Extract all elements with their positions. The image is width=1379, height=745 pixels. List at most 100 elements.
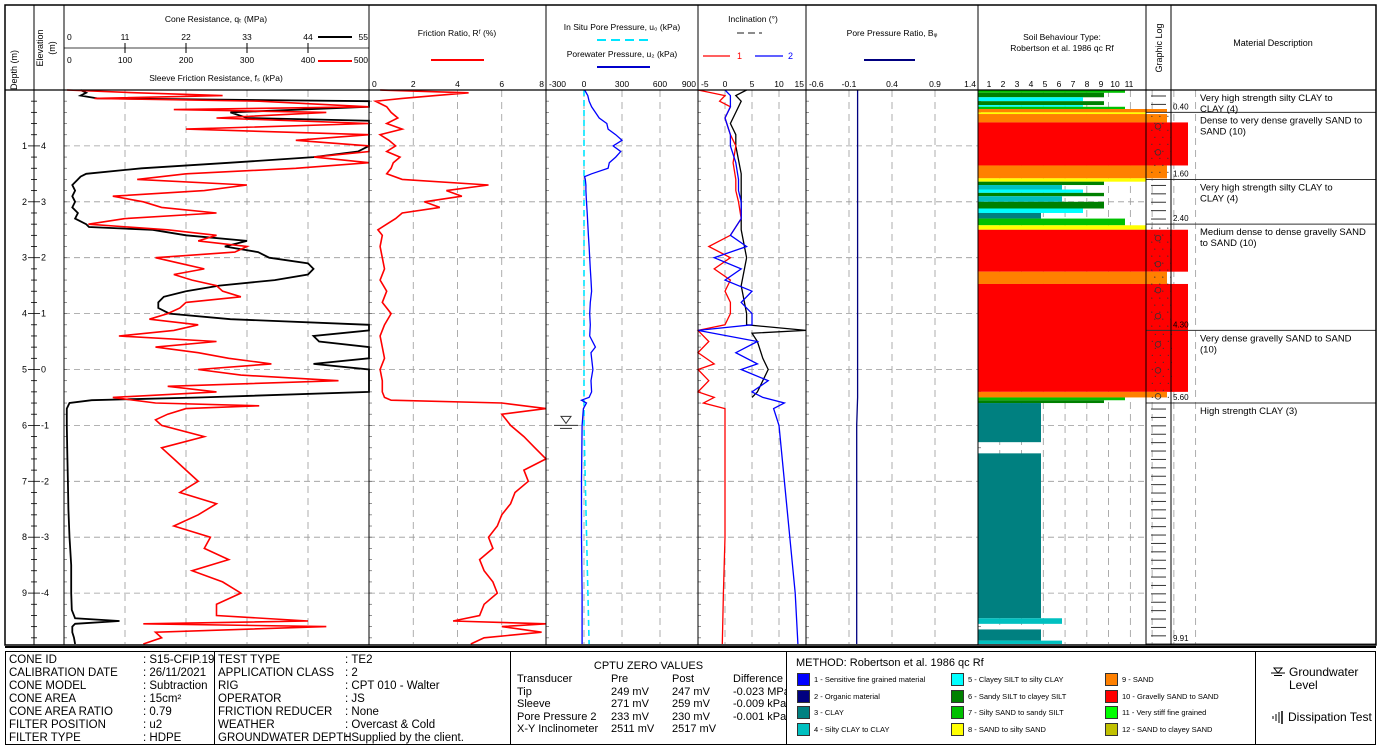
depth-tick-label: 3	[22, 253, 27, 263]
info-label: RIG	[218, 680, 239, 692]
sand-dot	[1151, 396, 1153, 398]
info-label: CONE ID	[9, 654, 57, 666]
sbt-subtitle: Robertson et al. 1986 qc Rf	[1010, 43, 1114, 53]
info-value: 26/11/2021	[149, 667, 207, 679]
inclination-axis-tick: -5	[701, 79, 709, 89]
info-sep: :	[345, 680, 352, 692]
sand-dot	[1151, 115, 1153, 117]
bq-axis-tick: 1.4	[964, 79, 976, 89]
sbt-zone-bar	[978, 181, 1104, 186]
sbt-zone-bar	[978, 165, 1167, 179]
cptu-cell: 249 mV	[611, 685, 649, 698]
cptu-row: X-Y Inclinometer 2511 mV 2517 mV	[517, 723, 803, 736]
info-sep: :	[345, 719, 352, 731]
sand-dot	[1159, 129, 1161, 131]
sand-dot	[1159, 325, 1161, 327]
info-sep: :	[345, 706, 352, 718]
porewater-title: Porewater Pressure, u₂ (kPa)	[567, 49, 678, 59]
sbt-axis-tick: 6	[1057, 79, 1062, 89]
sand-dot	[1159, 283, 1161, 285]
sand-dot	[1167, 340, 1169, 342]
data-layer	[65, 89, 1188, 645]
sand-dot	[1167, 396, 1169, 398]
cptu-cell: 233 mV	[611, 710, 649, 723]
sbt-zone-bar	[978, 189, 1083, 193]
sand-dot	[1167, 354, 1169, 356]
pore-axis-tick: 900	[682, 79, 696, 89]
sbt-axis-tick: 4	[1029, 79, 1034, 89]
test-info-list: TEST TYPE: TE2 APPLICATION CLASS: 2 RIG: C…	[218, 654, 464, 745]
sand-dot	[1151, 297, 1153, 299]
friction-axis-tick: 6	[499, 79, 504, 89]
info-value: S15-CFIP.1994	[149, 654, 228, 666]
cone-info-row: CONE ID: S15-CFIP.1994	[9, 654, 227, 667]
sand-dot	[1162, 347, 1164, 349]
info-sep: :	[143, 693, 150, 705]
sbt-axis-tick: 2	[1001, 79, 1006, 89]
bq-axis-tick: 0.9	[929, 79, 941, 89]
sbt-legend-item: 9 - SAND	[1105, 673, 1154, 686]
layer-description: CLAY (4)	[1200, 104, 1238, 115]
sbt-axis-tick: 7	[1071, 79, 1076, 89]
sbt-legend-item: 6 - Sandy SILT to clayey SILT	[951, 689, 1066, 703]
inclination-axis-tick: 15	[795, 79, 805, 89]
gravel-symbol	[1154, 234, 1162, 242]
info-label: WEATHER	[218, 719, 275, 731]
sleeve-axis-tick: 0	[67, 55, 72, 65]
sbt-zone-bar	[978, 105, 1083, 107]
sand-dot	[1159, 382, 1161, 384]
sbt-color-swatch	[797, 689, 810, 703]
sand-dot	[1154, 276, 1156, 278]
sand-dot	[1151, 157, 1153, 159]
cone-info-row: FILTER POSITION: u2	[9, 719, 227, 732]
sbt-zone-bar	[978, 400, 1104, 404]
info-sep: :	[143, 719, 150, 731]
sand-dot	[1162, 150, 1164, 152]
info-value: 0.79	[149, 706, 172, 718]
sbt-legend-item: 2 - Organic material	[797, 689, 880, 703]
info-value: Subtraction	[149, 680, 208, 692]
inclination-series-2	[697, 89, 799, 645]
sand-dot	[1151, 283, 1153, 285]
sand-dot	[1154, 122, 1156, 124]
layer-description: CLAY (4)	[1200, 193, 1238, 204]
info-sep: :	[345, 667, 352, 679]
elevation-header-unit: (m)	[47, 41, 57, 55]
sbt-zone-bar	[978, 618, 1062, 624]
sand-dot	[1167, 129, 1169, 131]
elevation-tick-label: 2	[41, 253, 46, 263]
cptu-cell: -0.009 kPa	[733, 698, 787, 710]
sand-dot	[1154, 248, 1156, 250]
sand-dot	[1159, 157, 1161, 159]
sbt-axis-tick: 3	[1015, 79, 1020, 89]
sand-dot	[1159, 354, 1161, 356]
sbt-zone-bar	[978, 97, 1083, 102]
sbt-legend-label: 2 - Organic material	[814, 691, 880, 701]
sbt-zone-bar	[978, 201, 1104, 209]
symbols-panel: Groundwater Level Dissipation Test	[1255, 651, 1376, 745]
sbt-zone-bar	[978, 185, 1062, 190]
sand-dot	[1162, 262, 1164, 264]
sand-dot	[1162, 136, 1164, 138]
cone-axis-tick: 11	[121, 32, 130, 42]
friction-axis-tick: 2	[411, 79, 416, 89]
pore-series-u0	[583, 90, 590, 645]
sbt-zone-bar	[978, 192, 1104, 197]
depth-tick-label: 9	[22, 588, 27, 598]
layer-description: SAND (10)	[1200, 126, 1246, 137]
sand-dot	[1159, 255, 1161, 257]
sand-dot	[1151, 171, 1153, 173]
sleeve-friction-title: Sleeve Friction Resistance, fₛ (kPa)	[149, 73, 283, 83]
groundwater-marker-icon	[560, 415, 572, 425]
info-value: HDPE	[149, 732, 182, 744]
dissipation-symbol: Dissipation Test	[1271, 710, 1372, 724]
info-sep: :	[345, 693, 352, 705]
sand-dot	[1154, 234, 1156, 236]
layer-description: Very high strength silty CLAY to	[1200, 93, 1333, 104]
sbt-zone-bar	[978, 92, 1104, 98]
sbt-zone-bar	[978, 229, 1188, 272]
bq-axis-tick: -0.1	[842, 79, 857, 89]
sand-dot	[1159, 297, 1161, 299]
pore-axis-tick: 0	[582, 79, 587, 89]
layer-depth-label: 2.40	[1173, 214, 1189, 223]
